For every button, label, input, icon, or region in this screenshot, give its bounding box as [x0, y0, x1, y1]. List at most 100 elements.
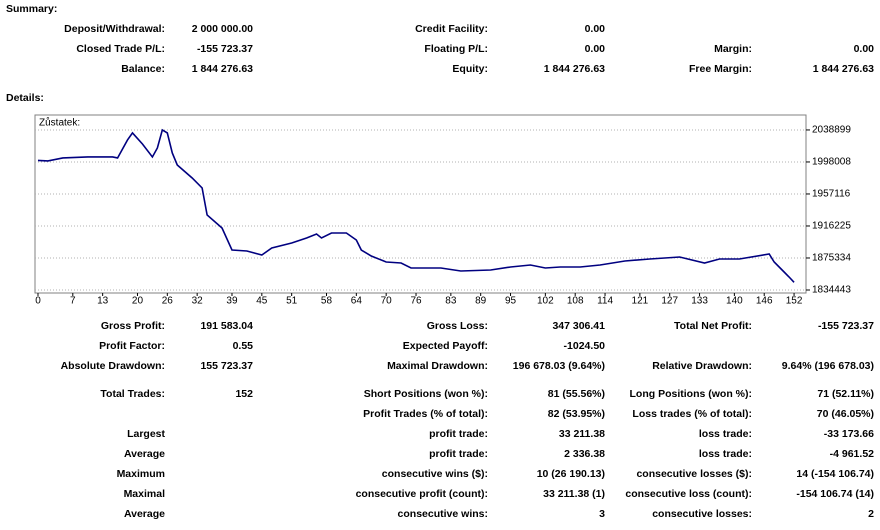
field-label: Equity: [452, 63, 488, 75]
field-label: Balance: [121, 63, 165, 75]
details-title: Details: [6, 92, 44, 104]
field-label: Relative Drawdown: [652, 360, 752, 372]
field-value: 33 211.38 [559, 428, 605, 440]
x-tick-label: 108 [567, 296, 584, 307]
field-label: Closed Trade P/L: [76, 43, 165, 55]
field-label: Gross Profit: [101, 320, 165, 332]
field-label: Floating P/L: [424, 43, 488, 55]
field-label: Short Positions (won %): [364, 388, 488, 400]
x-tick-label: 95 [505, 296, 517, 307]
field-value: -33 173.66 [824, 428, 874, 440]
field-value: -155 723.37 [818, 320, 874, 332]
field-value: 0.00 [585, 23, 606, 35]
x-tick-label: 7 [70, 296, 76, 307]
x-tick-label: 13 [97, 296, 109, 307]
x-tick-label: 83 [445, 296, 457, 307]
field-label: Maximum [117, 468, 165, 480]
field-label: consecutive wins ($): [382, 468, 488, 480]
field-value: 2 336.38 [564, 448, 605, 460]
field-label: profit trade: [429, 428, 488, 440]
x-tick-label: 26 [162, 296, 174, 307]
x-tick-label: 152 [786, 296, 803, 307]
field-value: -4 961.52 [830, 448, 875, 460]
chart-frame [34, 114, 807, 294]
y-tick-label: 1957116 [812, 189, 851, 200]
field-value: 0.55 [233, 340, 254, 352]
field-label: Credit Facility: [415, 23, 488, 35]
x-tick-label: 20 [132, 296, 144, 307]
x-tick-label: 45 [256, 296, 268, 307]
field-value: 2 [868, 508, 874, 520]
field-label: Average [124, 448, 165, 460]
field-label: consecutive profit (count): [356, 488, 488, 500]
field-value: 347 306.41 [552, 320, 605, 332]
x-tick-label: 146 [756, 296, 773, 307]
x-tick-label: 133 [691, 296, 708, 307]
x-tick-label: 76 [410, 296, 422, 307]
x-tick-label: 64 [351, 296, 363, 307]
field-value: 33 211.38 (1) [543, 488, 605, 500]
y-tick-label: 1998008 [812, 157, 851, 168]
field-value: 10 (26 190.13) [537, 468, 605, 480]
field-value: -155 723.37 [197, 43, 253, 55]
field-value: 0.00 [854, 43, 875, 55]
y-tick-label: 1916225 [812, 221, 851, 232]
field-label: Absolute Drawdown: [61, 360, 165, 372]
field-value: 1 844 276.63 [813, 63, 874, 75]
field-label: Profit Trades (% of total): [363, 408, 488, 420]
x-tick-label: 70 [381, 296, 393, 307]
field-value: 196 678.03 (9.64%) [513, 360, 605, 372]
field-value: 81 (55.56%) [548, 388, 605, 400]
field-label: Free Margin: [689, 63, 752, 75]
y-tick-label: 1875334 [812, 253, 851, 264]
y-tick-label: 1834443 [812, 285, 851, 296]
chart-label: Zůstatek: [39, 117, 80, 129]
field-value: 70 (46.05%) [817, 408, 874, 420]
field-label: Largest [127, 428, 165, 440]
field-label: Margin: [714, 43, 752, 55]
summary-title: Summary: [6, 3, 57, 15]
field-value: 1 844 276.63 [192, 63, 253, 75]
field-label: loss trade: [699, 448, 752, 460]
field-label: Long Positions (won %): [630, 388, 752, 400]
field-value: 0.00 [585, 43, 606, 55]
field-value: -154 106.74 (14) [796, 488, 874, 500]
field-value: 155 723.37 [200, 360, 253, 372]
x-tick-label: 114 [597, 296, 613, 307]
balance-line [37, 128, 795, 283]
field-label: Total Net Profit: [674, 320, 752, 332]
x-tick-label: 39 [226, 296, 238, 307]
x-tick-label: 140 [726, 296, 743, 307]
field-label: Average [124, 508, 165, 520]
x-tick-label: 121 [632, 296, 649, 307]
x-tick-label: 0 [35, 296, 41, 307]
field-label: consecutive wins: [398, 508, 488, 520]
field-value: 14 (-154 106.74) [796, 468, 874, 480]
field-label: consecutive losses: [652, 508, 752, 520]
x-tick-label: 102 [537, 296, 554, 307]
x-tick-label: 89 [475, 296, 487, 307]
field-label: Maximal [124, 488, 166, 500]
x-tick-label: 127 [661, 296, 678, 307]
field-label: Gross Loss: [427, 320, 488, 332]
field-value: -1024.50 [564, 340, 606, 352]
x-tick-label: 58 [321, 296, 333, 307]
field-value: 3 [599, 508, 605, 520]
x-tick-label: 32 [192, 296, 204, 307]
field-label: consecutive loss (count): [625, 488, 752, 500]
field-label: Loss trades (% of total): [632, 408, 752, 420]
y-tick-label: 2038899 [812, 125, 851, 136]
field-value: 152 [235, 388, 253, 400]
field-label: Profit Factor: [99, 340, 165, 352]
field-value: 1 844 276.63 [544, 63, 605, 75]
field-label: consecutive losses ($): [636, 468, 752, 480]
field-value: 82 (53.95%) [548, 408, 605, 420]
field-label: profit trade: [429, 448, 488, 460]
x-tick-label: 51 [286, 296, 298, 307]
field-label: Total Trades: [100, 388, 165, 400]
field-label: Maximal Drawdown: [387, 360, 488, 372]
field-value: 191 583.04 [200, 320, 253, 332]
field-value: 9.64% (196 678.03) [782, 360, 874, 372]
